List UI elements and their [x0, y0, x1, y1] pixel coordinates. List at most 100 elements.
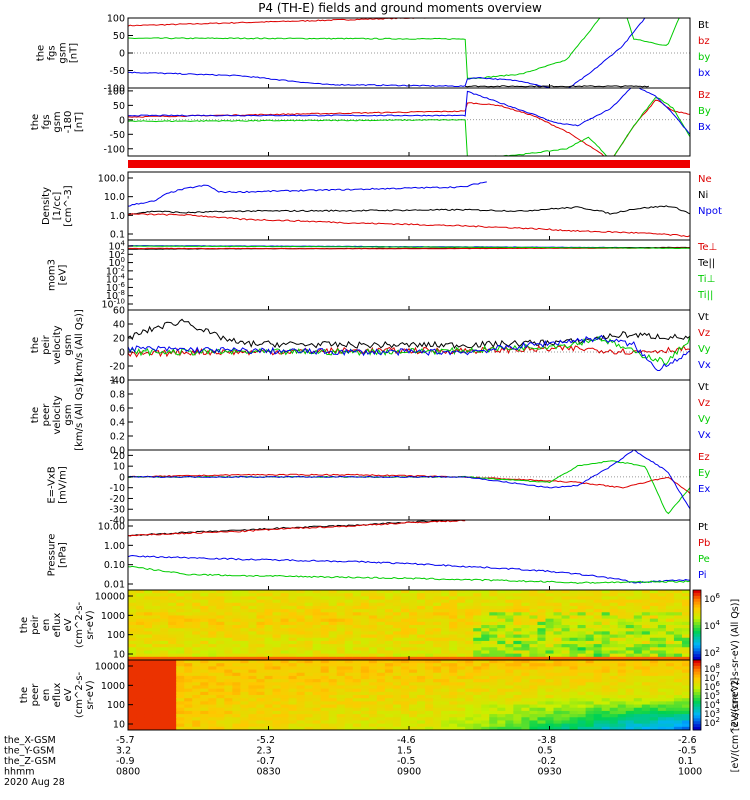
heatmap-cell [673, 714, 683, 718]
heatmap-cell [457, 726, 466, 730]
heatmap-cell [200, 653, 209, 658]
heatmap-cell [272, 628, 282, 632]
heatmap-cell [328, 644, 338, 648]
heatmap-cell [344, 669, 354, 674]
heatmap-cell [272, 640, 282, 645]
heatmap-cell [553, 691, 563, 696]
heatmap-cell [569, 685, 579, 690]
heatmap-cell [400, 698, 410, 702]
heatmap-cell [248, 640, 258, 645]
heatmap-cell [545, 663, 555, 667]
heatmap-cell [312, 675, 322, 680]
heatmap-cell [553, 637, 563, 642]
heatmap-cell [192, 675, 201, 680]
heatmap-cell [521, 593, 531, 597]
heatmap-cell [601, 726, 611, 730]
heatmap-cell [248, 672, 258, 677]
heatmap-cell [232, 602, 241, 607]
heatmap-cell [649, 609, 659, 613]
heatmap-cell [633, 717, 643, 722]
heatmap-cell [425, 602, 434, 607]
heatmap-cell [569, 691, 579, 696]
heatmap-cell [465, 720, 474, 725]
heatmap-cell [521, 691, 531, 696]
heatmap-cell [280, 685, 290, 690]
heatmap-cell [280, 669, 290, 674]
heatmap-cell [505, 682, 514, 687]
heatmap-cell [296, 599, 306, 604]
heatmap-cell [633, 672, 643, 677]
heatmap-cell [593, 682, 603, 687]
heatmap-cell [633, 675, 643, 680]
heatmap-cell [256, 704, 266, 709]
heatmap-cell [352, 644, 362, 648]
heatmap-cell [433, 618, 442, 623]
heatmap-cell [352, 688, 362, 693]
heatmap-cell [673, 653, 683, 658]
heatmap-cell [609, 590, 619, 594]
heatmap-cell [673, 688, 683, 693]
y-axis-label-line: the [30, 114, 41, 130]
heatmap-cell [457, 685, 466, 690]
heatmap-cell [320, 695, 330, 699]
heatmap-cell [352, 679, 362, 683]
heatmap-cell [513, 726, 522, 730]
heatmap-cell [256, 682, 266, 687]
heatmap-cell [473, 647, 482, 652]
heatmap-cell [561, 726, 571, 730]
heatmap-cell [633, 707, 643, 712]
heatmap-cell [593, 710, 603, 715]
heatmap-cell [593, 675, 603, 680]
heatmap-cell [609, 714, 619, 718]
heatmap-cell [553, 669, 563, 674]
heatmap-cell [168, 691, 177, 696]
heatmap-cell [529, 704, 539, 709]
heatmap-cell [649, 720, 659, 725]
heatmap-cell [425, 631, 434, 636]
heatmap-cell [665, 599, 675, 604]
y-tick-label: 50 [113, 31, 125, 42]
heatmap-cell [425, 666, 434, 671]
heatmap-cell [545, 596, 555, 601]
y-tick-label: 10000 [95, 662, 125, 673]
plot-area [128, 181, 690, 238]
y-tick-label: 100 [108, 256, 125, 269]
heatmap-cell [248, 612, 258, 617]
heatmap-cell [312, 621, 322, 626]
heatmap-cell [617, 605, 627, 610]
heatmap-cell [368, 710, 378, 715]
heatmap-cell [657, 663, 667, 667]
heatmap-cell [344, 707, 354, 712]
heatmap-cell [384, 644, 394, 648]
heatmap-cell [400, 650, 410, 655]
heatmap-cell [417, 650, 426, 655]
heatmap-cell [320, 609, 330, 613]
heatmap-cell [288, 695, 298, 699]
heatmap-cell [441, 621, 450, 626]
heatmap-cell [336, 660, 346, 664]
heatmap-cell [409, 707, 418, 712]
heatmap-cell [128, 691, 137, 696]
heatmap-cell [152, 666, 161, 671]
heatmap-cell [400, 640, 410, 645]
heatmap-cell [208, 720, 217, 725]
heatmap-cell [272, 612, 282, 617]
heatmap-cell [304, 640, 314, 645]
heatmap-cell [505, 596, 514, 601]
heatmap-cell [633, 704, 643, 709]
heatmap-cell [392, 625, 402, 629]
heatmap-cell [425, 612, 434, 617]
heatmap-cell [160, 653, 169, 658]
heatmap-cell [593, 663, 603, 667]
heatmap-cell [441, 596, 450, 601]
heatmap-cell [441, 720, 450, 725]
heatmap-cell [344, 615, 354, 620]
heatmap-cell [128, 612, 137, 617]
heatmap-cell [176, 710, 185, 715]
heatmap-cell [136, 675, 145, 680]
heatmap-cell [304, 714, 314, 718]
y-axis-label-line: (cm^2-s- [74, 601, 85, 648]
heatmap-cell [336, 650, 346, 655]
series-Pb [128, 520, 466, 537]
heatmap-cell [449, 714, 458, 718]
